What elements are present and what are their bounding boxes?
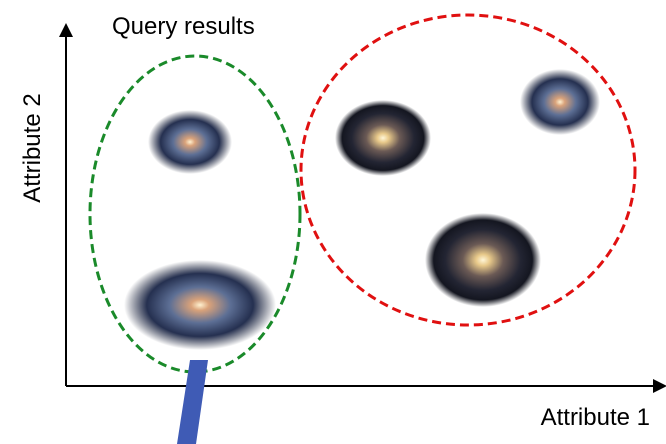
query-bar [177, 360, 208, 444]
title: Query results [112, 13, 255, 40]
page: Query results Attribute 1 Attribute 2 ((… [0, 0, 666, 444]
x-axis-label: Attribute 1 [541, 404, 650, 431]
galaxy [124, 260, 276, 350]
galaxy [520, 69, 600, 135]
galaxy [425, 213, 541, 307]
galaxy [335, 100, 431, 176]
diagram: Query results Attribute 1 Attribute 2 [0, 0, 666, 444]
galaxy [148, 110, 232, 174]
y-axis-label: Attribute 2 [19, 93, 46, 202]
